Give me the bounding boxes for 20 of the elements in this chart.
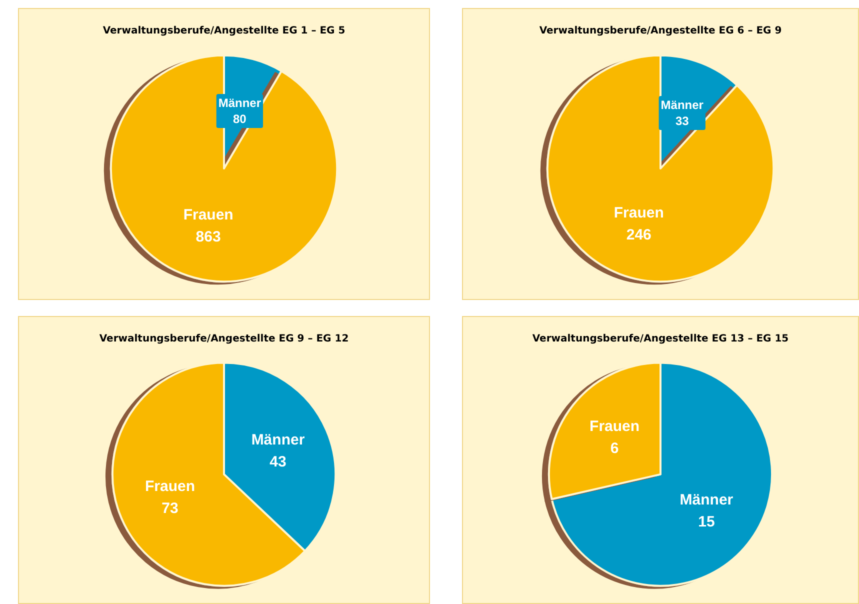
chart-title: Verwaltungsberufe/Angestellte EG 1 – EG 5 <box>102 26 346 36</box>
slice-label: Männer <box>660 98 704 112</box>
chart-title: Verwaltungsberufe/Angestellte EG 9 – EG 12 <box>99 334 349 344</box>
slice-label: Frauen <box>145 478 196 496</box>
data-label: 6 <box>610 440 619 458</box>
data-label: 863 <box>196 228 221 246</box>
data-label: 73 <box>162 500 178 518</box>
chart-title: Verwaltungsberufe/Angestellte EG 6 – EG 9 <box>539 26 782 36</box>
data-label: 246 <box>626 226 652 244</box>
slice-label: Frauen <box>614 204 664 222</box>
slice-label: Männer <box>680 491 734 508</box>
slice-label: Männer <box>251 432 305 449</box>
slice-label: Frauen <box>183 206 234 224</box>
chart-title: Verwaltungsberufe/Angestellte EG 13 – EG 15 <box>532 334 789 344</box>
data-label: 80 <box>233 112 247 126</box>
slice-label: Frauen <box>590 418 640 436</box>
data-label: 15 <box>698 513 715 530</box>
data-label: 43 <box>270 454 286 471</box>
slice-label: Männer <box>218 96 262 110</box>
data-label: 33 <box>675 114 690 128</box>
